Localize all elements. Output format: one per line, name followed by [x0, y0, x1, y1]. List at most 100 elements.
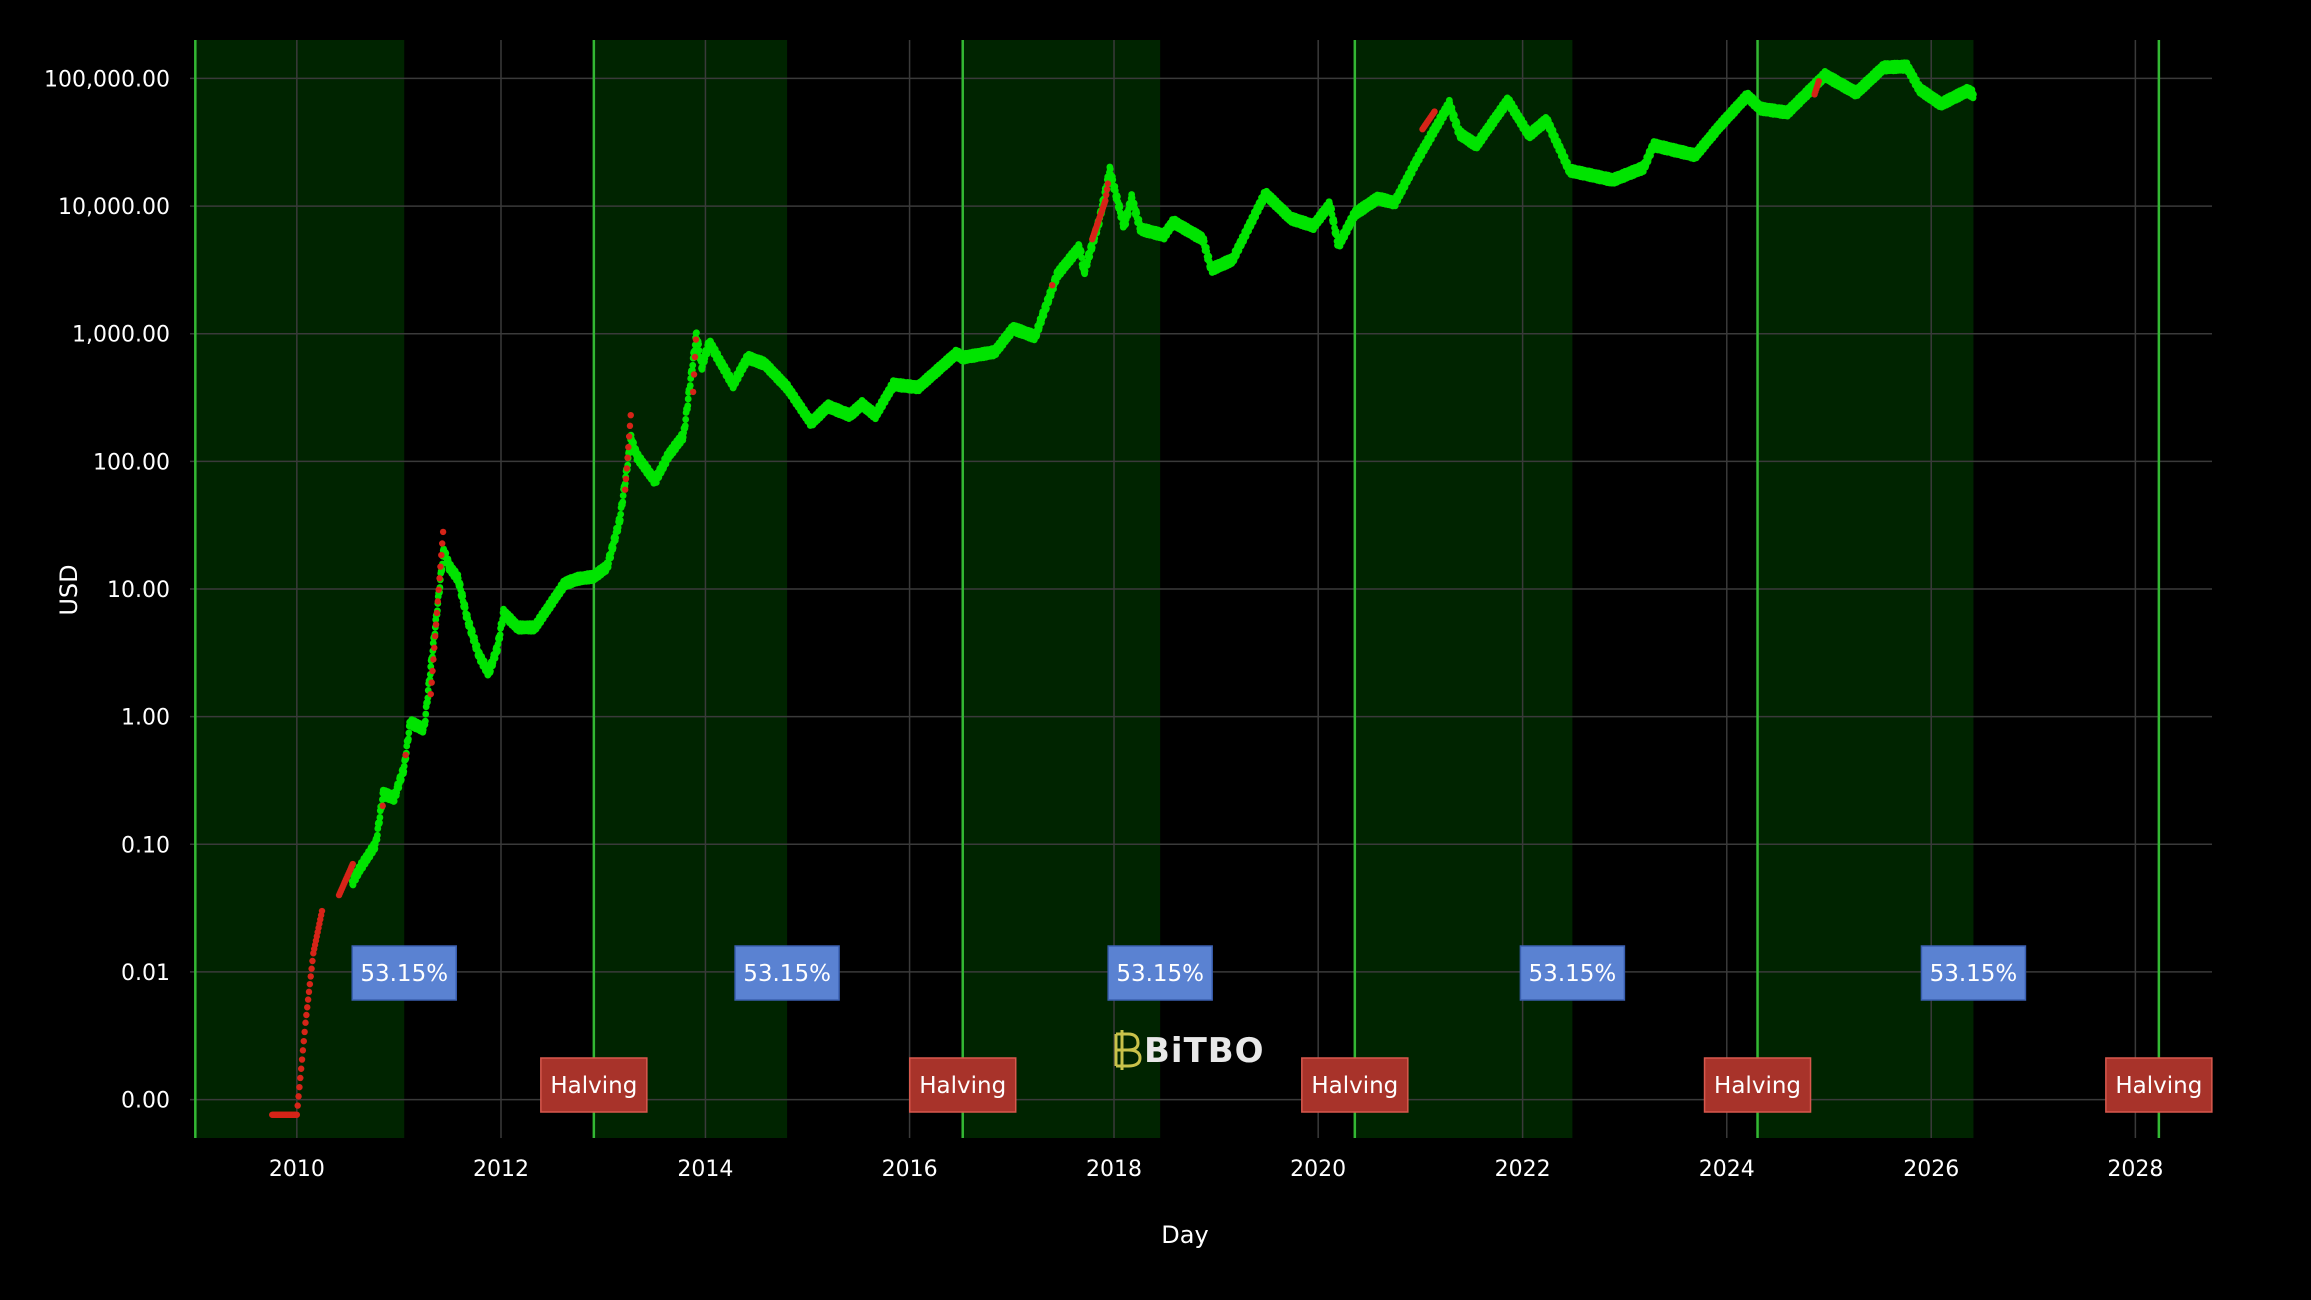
price-point-hot — [430, 656, 437, 663]
price-point-hot — [429, 667, 436, 675]
price-point-hot — [318, 907, 326, 915]
price-point — [1124, 210, 1132, 218]
x-tick-label: 2014 — [677, 1157, 733, 1182]
price-point — [614, 524, 622, 531]
price-point — [1116, 203, 1124, 211]
price-point-hot — [438, 551, 445, 559]
halving-box — [540, 1057, 648, 1113]
price-point — [494, 640, 502, 648]
halving-label: Halving — [1714, 1073, 1801, 1099]
price-point-hot — [1104, 180, 1112, 187]
price-point — [1133, 209, 1141, 217]
price-point-hot — [622, 475, 630, 483]
x-tick-label: 2018 — [1086, 1157, 1142, 1182]
price-point-hot — [1102, 197, 1109, 204]
halving-box — [2105, 1057, 2213, 1113]
price-point — [686, 382, 694, 389]
price-point — [405, 735, 412, 743]
price-point — [494, 646, 502, 654]
cycle-percent-box — [1107, 945, 1213, 1001]
price-point-hot — [689, 388, 697, 396]
price-point — [376, 814, 384, 821]
y-tick-label: 1.00 — [121, 706, 170, 731]
price-point-hot — [298, 1056, 306, 1063]
x-axis-title: Day — [1161, 1221, 1208, 1249]
y-tick-label: 10,000.00 — [58, 195, 170, 220]
cycle-percent-label: 53.15% — [1529, 961, 1617, 987]
price-point — [682, 416, 690, 423]
price-point-hot — [1102, 191, 1110, 199]
halving-label: Halving — [2115, 1073, 2202, 1099]
price-point — [390, 797, 398, 805]
y-tick-label: 0.10 — [121, 833, 170, 858]
price-point-hot — [305, 988, 313, 996]
price-point — [1113, 193, 1121, 201]
price-point-hot — [1431, 108, 1438, 115]
price-point — [684, 402, 692, 410]
price-point-hot — [293, 1111, 301, 1118]
cycle-percent-label: 53.15% — [743, 961, 831, 987]
price-point-hot — [436, 575, 443, 582]
y-tick-label: 100.00 — [93, 450, 170, 475]
halving-box — [1301, 1057, 1409, 1113]
price-point — [612, 534, 620, 542]
price-point — [376, 819, 383, 827]
cycle-percent-box — [734, 945, 840, 1001]
x-tick-label: 2020 — [1290, 1157, 1346, 1182]
cycle-percent-box — [1920, 945, 2027, 1001]
price-point — [605, 560, 612, 568]
x-tick-label: 2012 — [473, 1157, 529, 1182]
price-point-hot — [294, 1102, 301, 1109]
y-tick-label: 100,000.00 — [44, 67, 170, 92]
price-point — [400, 768, 408, 775]
price-point — [422, 710, 430, 718]
y-tick-label: 10.00 — [107, 578, 170, 603]
cycle-percent-label: 53.15% — [360, 961, 448, 987]
price-point — [619, 498, 627, 506]
price-point — [619, 492, 627, 499]
price-point — [461, 604, 469, 611]
price-point — [695, 347, 703, 354]
bitbo-logo-icon — [1114, 1030, 1142, 1070]
y-tick-label: 0.01 — [121, 961, 170, 986]
y-axis-title: USD — [55, 564, 83, 615]
price-point-hot — [1815, 78, 1822, 85]
price-point — [405, 729, 413, 737]
halving-box — [1703, 1057, 1812, 1113]
price-point — [496, 631, 504, 639]
price-point — [617, 510, 625, 518]
halving-box — [908, 1057, 1017, 1113]
watermark-text: BiTBO — [1144, 1031, 1265, 1071]
price-point-hot — [435, 586, 442, 593]
price-points-layer — [269, 59, 1977, 1118]
price-point — [498, 620, 506, 628]
price-point — [468, 628, 476, 636]
price-point-hot — [300, 1037, 307, 1045]
price-point-hot — [299, 1047, 307, 1054]
cycle-percent-box — [1519, 945, 1626, 1001]
price-point — [1109, 176, 1117, 184]
price-point-hot — [626, 422, 634, 430]
x-tick-label: 2024 — [1699, 1157, 1755, 1182]
price-point-hot — [433, 609, 441, 617]
price-point-hot — [301, 1028, 308, 1036]
price-point-hot — [1049, 281, 1056, 289]
price-point-hot — [306, 980, 314, 988]
price-point — [616, 516, 624, 524]
price-point-hot — [623, 465, 630, 472]
price-point — [693, 329, 700, 337]
halving-label: Halving — [919, 1073, 1006, 1099]
price-point-hot — [295, 1093, 302, 1100]
price-point-hot — [297, 1065, 305, 1072]
price-point — [1088, 244, 1096, 251]
price-point-hot — [691, 353, 699, 361]
price-point-hot — [309, 957, 316, 965]
price-point-hot — [431, 632, 439, 640]
y-tick-label: 1,000.00 — [72, 323, 170, 348]
y-tick-label: 0.00 — [121, 1089, 170, 1114]
halving-label: Halving — [1311, 1073, 1398, 1099]
price-point-hot — [296, 1083, 303, 1091]
annotation-boxes-layer: 53.15% 53.15% 53.15% 53.15% 53.15% Halving Hal… — [351, 945, 2213, 1113]
